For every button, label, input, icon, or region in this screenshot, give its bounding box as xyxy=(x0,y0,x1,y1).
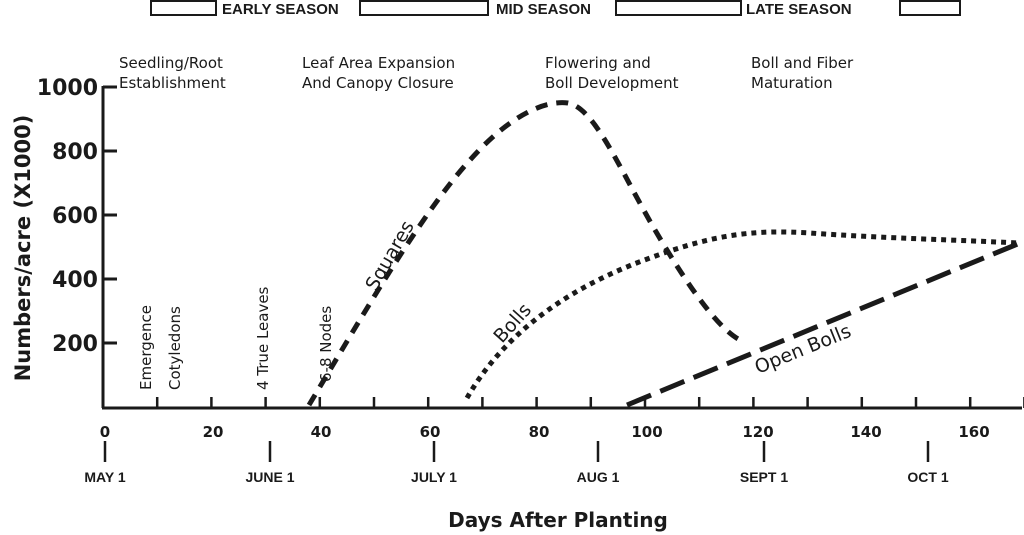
month-may: MAY 1 xyxy=(84,469,125,485)
x-tick-20: 20 xyxy=(203,423,224,441)
y-tick-800: 800 xyxy=(52,140,98,165)
event-emergence: Emergence xyxy=(137,305,155,390)
x-tick-100: 100 xyxy=(631,423,662,441)
stage-1-line1: Seedling/Root xyxy=(119,54,223,72)
event-4-true-leaves: 4 True Leaves xyxy=(254,286,272,390)
growth-stages: Seedling/Root Establishment Leaf Area Ex… xyxy=(119,54,854,92)
month-oct: OCT 1 xyxy=(907,469,948,485)
season-early-label: EARLY SEASON xyxy=(222,1,339,18)
squares-curve xyxy=(306,100,742,407)
x-tick-80: 80 xyxy=(529,423,550,441)
y-tick-200: 200 xyxy=(52,332,98,357)
y-tick-600: 600 xyxy=(52,204,98,229)
month-labels: MAY 1 JUNE 1 JULY 1 AUG 1 SEPT 1 OCT 1 xyxy=(84,469,948,485)
x-tick-40: 40 xyxy=(311,423,332,441)
event-cotyledons: Cotyledons xyxy=(166,306,184,390)
y-tick-1000: 1000 xyxy=(37,76,98,101)
season-bar: EARLY SEASON MID SEASON LATE SEASON xyxy=(150,0,961,18)
squares-label: Squares xyxy=(361,217,418,295)
stage-4-line1: Boll and Fiber xyxy=(751,54,854,72)
season-bar-segment xyxy=(899,0,961,16)
month-sept: SEPT 1 xyxy=(740,469,788,485)
x-axis-label: Days After Planting xyxy=(448,508,668,532)
event-annotations: Emergence Cotyledons 4 True Leaves 6-8 N… xyxy=(137,286,335,390)
x-tick-140: 140 xyxy=(850,423,881,441)
month-markers xyxy=(103,441,930,462)
stage-2-line2: And Canopy Closure xyxy=(302,74,454,92)
stage-1-line2: Establishment xyxy=(119,74,226,92)
event-6-8-nodes: 6-8 Nodes xyxy=(317,306,335,382)
season-mid-label: MID SEASON xyxy=(496,1,591,18)
bolls-curve xyxy=(464,229,1019,400)
axes xyxy=(101,85,1024,410)
x-tick-0: 0 xyxy=(100,423,110,441)
month-july: JULY 1 xyxy=(411,469,457,485)
month-aug: AUG 1 xyxy=(577,469,620,485)
season-late-label: LATE SEASON xyxy=(746,1,852,18)
y-tick-labels: 200 400 600 800 1000 xyxy=(37,76,98,357)
y-axis-label: Numbers/acre (X1000) xyxy=(11,115,35,382)
x-tick-60: 60 xyxy=(420,423,441,441)
x-tick-labels: 0 20 40 60 80 100 120 140 160 xyxy=(100,423,990,441)
y-tick-400: 400 xyxy=(52,268,98,293)
stage-3-line2: Boll Development xyxy=(545,74,679,92)
stage-4-line2: Maturation xyxy=(751,74,833,92)
x-tick-160: 160 xyxy=(958,423,989,441)
x-tick-120: 120 xyxy=(742,423,773,441)
month-june: JUNE 1 xyxy=(245,469,294,485)
open-bolls-curve xyxy=(626,240,1021,408)
stage-3-line1: Flowering and xyxy=(545,54,651,72)
season-bar-segment xyxy=(615,0,742,16)
season-bar-segment xyxy=(150,0,217,16)
stage-2-line1: Leaf Area Expansion xyxy=(302,54,455,72)
season-bar-segment xyxy=(359,0,489,16)
